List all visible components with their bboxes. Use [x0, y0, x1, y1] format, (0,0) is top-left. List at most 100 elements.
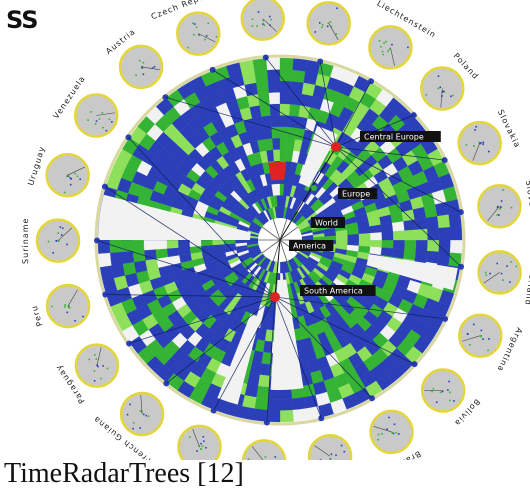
- thumbnail-dot: [480, 334, 483, 337]
- edge-line: [128, 296, 276, 344]
- radar-cell: [239, 59, 255, 74]
- thumbnail-dot: [439, 391, 442, 394]
- thumbnail-dot: [387, 50, 389, 53]
- country-thumbnail: Brazil: [369, 409, 422, 460]
- edge-line: [104, 186, 276, 298]
- edge-line: [265, 57, 337, 148]
- thumbnail-dot: [472, 323, 475, 326]
- thumbnail-dot: [319, 459, 322, 460]
- node-label-text: South America: [304, 287, 363, 296]
- thumbnail-needle: [192, 429, 200, 448]
- europe-node: [311, 185, 317, 191]
- radar-cell: [290, 92, 303, 106]
- thumbnail-dot: [205, 446, 207, 449]
- node-label-text: Central Europe: [364, 133, 424, 142]
- node-labels: Central Europe Europe World America South Am…: [289, 131, 441, 296]
- thumbnail-needle: [252, 446, 264, 460]
- thumbnail-dot: [488, 338, 490, 340]
- edge-line: [335, 146, 462, 268]
- thumbnail-dot: [443, 90, 446, 93]
- thumbnail-dot: [135, 74, 137, 77]
- thumbnail-dot: [50, 305, 53, 308]
- thumbnail-needle: [262, 18, 277, 32]
- radar-cell: [267, 80, 281, 93]
- thumbnail-dot: [500, 200, 503, 202]
- center-spoke: [261, 226, 281, 241]
- thumbnail-dot: [111, 121, 113, 123]
- radar-cell: [268, 92, 281, 105]
- south-america-node: [270, 292, 280, 302]
- radar-cell: [99, 265, 114, 281]
- radar-cell: [391, 221, 405, 232]
- radar-cell: [279, 57, 294, 71]
- thumbnail-dot: [453, 400, 455, 402]
- thumbnail-needle: [328, 23, 339, 40]
- thumbnail-dot: [82, 315, 84, 318]
- center-spoke: [279, 239, 288, 262]
- radar-cell: [415, 228, 428, 241]
- thumbnail-dot: [480, 329, 483, 332]
- radar-cell: [305, 406, 321, 421]
- thumbnail-dot: [67, 304, 70, 307]
- europe-highlight: [268, 162, 286, 181]
- thumbnail-dot: [381, 50, 384, 53]
- radar-cell: [381, 239, 394, 249]
- thumbnail-dot: [449, 391, 451, 394]
- radar-cell: [121, 250, 135, 264]
- radar-cell: [380, 222, 394, 233]
- thumbnail-dot: [145, 414, 148, 417]
- thumbnail-needle: [462, 335, 481, 342]
- center-spoke: [279, 218, 288, 241]
- thumbnail-dot: [378, 40, 381, 42]
- thumbnail-dot: [66, 175, 68, 178]
- thumbnail-dot: [431, 390, 433, 393]
- thumbnail-dot: [385, 40, 387, 43]
- thumbnail-dot: [140, 67, 143, 69]
- thumbnail-dot: [87, 119, 89, 121]
- thumbnail-dot: [201, 445, 204, 447]
- radar-cell: [269, 103, 281, 116]
- thumbnail-dot: [256, 25, 258, 27]
- thumbnail-dot: [392, 432, 395, 435]
- thumbnail-dot: [203, 440, 205, 443]
- radar-cell: [324, 235, 337, 241]
- thumbnail-circle: [241, 439, 287, 460]
- thumbnail-dot: [482, 141, 485, 144]
- radar-cell: [254, 397, 269, 411]
- thumbnail-dot: [377, 438, 379, 441]
- radar-white-band: [298, 125, 338, 188]
- country-thumbnail: Bolivia: [420, 368, 482, 428]
- thumbnail-dot: [200, 442, 202, 445]
- thumbnail-dot: [139, 410, 142, 412]
- thumbnail-dot: [126, 413, 129, 416]
- thumbnail-dot: [79, 178, 82, 181]
- thumbnail-dot: [489, 272, 491, 275]
- thumbnail-dot: [499, 208, 501, 210]
- country-thumbnail: Ecuador: [177, 424, 222, 460]
- thumbnail-dot: [510, 261, 512, 263]
- thumbnail-dot: [321, 23, 324, 26]
- central-europe-node: [331, 142, 341, 152]
- thumbnail-dot: [198, 33, 200, 36]
- thumbnail-dot: [498, 214, 500, 216]
- edge-anchor-dot: [317, 58, 324, 65]
- thumbnail-dot: [69, 177, 72, 179]
- node-label-text: Europe: [342, 190, 370, 199]
- radar-cell: [279, 137, 288, 150]
- thumbnail-dot: [382, 53, 385, 56]
- edge-line: [96, 240, 276, 298]
- thumbnail-dot: [388, 416, 390, 419]
- country-label: Suriname: [21, 218, 30, 264]
- thumbnail-dot: [55, 240, 58, 242]
- thumbnail-dot: [93, 354, 96, 356]
- thumbnail-dot: [58, 240, 60, 242]
- thumbnail-dot: [407, 46, 409, 49]
- radar-cell: [347, 239, 360, 247]
- thumbnail-dot: [474, 129, 476, 131]
- radar-cell: [292, 408, 308, 422]
- radar-cell: [437, 214, 451, 229]
- thumbnail-dot: [57, 232, 60, 234]
- thumbnail-dot: [343, 450, 346, 453]
- thumbnail-dot: [393, 423, 396, 426]
- thumbnail-dot: [94, 123, 97, 125]
